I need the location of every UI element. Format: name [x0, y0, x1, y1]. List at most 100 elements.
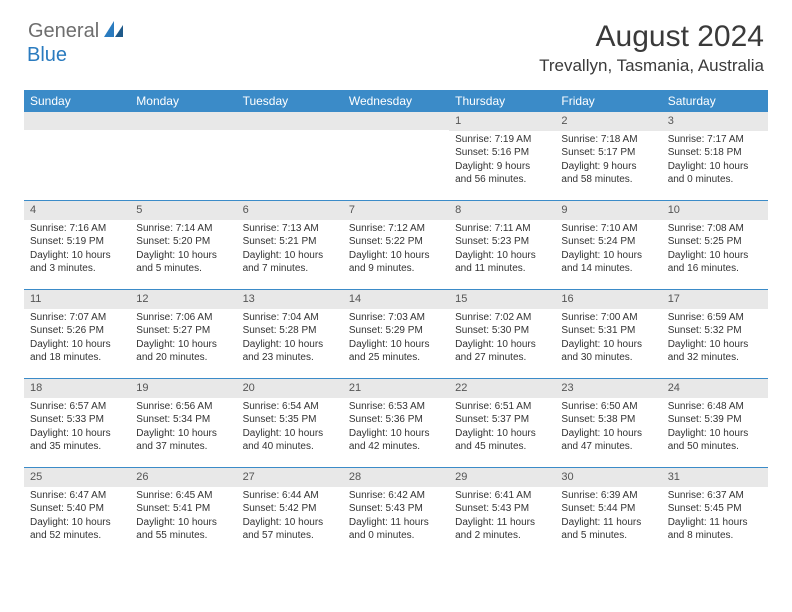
daylight-text: Daylight: 10 hours and 14 minutes. — [561, 249, 655, 276]
calendar-cell: 26Sunrise: 6:45 AMSunset: 5:41 PMDayligh… — [130, 468, 236, 556]
day-number: 8 — [449, 201, 555, 220]
sunrise-text: Sunrise: 7:17 AM — [668, 133, 762, 147]
sunset-text: Sunset: 5:40 PM — [30, 502, 124, 516]
day-number: 9 — [555, 201, 661, 220]
sunset-text: Sunset: 5:42 PM — [243, 502, 337, 516]
daylight-text: Daylight: 10 hours and 42 minutes. — [349, 427, 443, 454]
daylight-text: Daylight: 11 hours and 8 minutes. — [668, 516, 762, 543]
weekday-thu: Thursday — [449, 90, 555, 112]
cell-body: Sunrise: 6:39 AMSunset: 5:44 PMDaylight:… — [555, 487, 661, 547]
day-number: 10 — [662, 201, 768, 220]
daylight-text: Daylight: 11 hours and 2 minutes. — [455, 516, 549, 543]
weekday-tue: Tuesday — [237, 90, 343, 112]
daylight-text: Daylight: 10 hours and 52 minutes. — [30, 516, 124, 543]
calendar-cell: 11Sunrise: 7:07 AMSunset: 5:26 PMDayligh… — [24, 290, 130, 378]
sunset-text: Sunset: 5:16 PM — [455, 146, 549, 160]
sunrise-text: Sunrise: 6:50 AM — [561, 400, 655, 414]
cell-body: Sunrise: 6:54 AMSunset: 5:35 PMDaylight:… — [237, 398, 343, 458]
calendar-cell: 6Sunrise: 7:13 AMSunset: 5:21 PMDaylight… — [237, 201, 343, 289]
day-number: 28 — [343, 468, 449, 487]
day-number — [24, 112, 130, 130]
daylight-text: Daylight: 11 hours and 5 minutes. — [561, 516, 655, 543]
daylight-text: Daylight: 10 hours and 27 minutes. — [455, 338, 549, 365]
day-number: 16 — [555, 290, 661, 309]
cell-body: Sunrise: 6:44 AMSunset: 5:42 PMDaylight:… — [237, 487, 343, 547]
calendar-cell: 27Sunrise: 6:44 AMSunset: 5:42 PMDayligh… — [237, 468, 343, 556]
calendar-cell — [237, 112, 343, 200]
day-number: 22 — [449, 379, 555, 398]
weekday-sat: Saturday — [662, 90, 768, 112]
sunrise-text: Sunrise: 6:53 AM — [349, 400, 443, 414]
day-number: 15 — [449, 290, 555, 309]
calendar-cell: 4Sunrise: 7:16 AMSunset: 5:19 PMDaylight… — [24, 201, 130, 289]
daylight-text: Daylight: 10 hours and 50 minutes. — [668, 427, 762, 454]
sunset-text: Sunset: 5:23 PM — [455, 235, 549, 249]
sunset-text: Sunset: 5:28 PM — [243, 324, 337, 338]
calendar-cell: 2Sunrise: 7:18 AMSunset: 5:17 PMDaylight… — [555, 112, 661, 200]
calendar-cell: 21Sunrise: 6:53 AMSunset: 5:36 PMDayligh… — [343, 379, 449, 467]
calendar-cell: 24Sunrise: 6:48 AMSunset: 5:39 PMDayligh… — [662, 379, 768, 467]
cell-body: Sunrise: 7:04 AMSunset: 5:28 PMDaylight:… — [237, 309, 343, 369]
cell-body: Sunrise: 7:10 AMSunset: 5:24 PMDaylight:… — [555, 220, 661, 280]
cell-body: Sunrise: 7:18 AMSunset: 5:17 PMDaylight:… — [555, 131, 661, 191]
calendar-cell: 7Sunrise: 7:12 AMSunset: 5:22 PMDaylight… — [343, 201, 449, 289]
sunset-text: Sunset: 5:37 PM — [455, 413, 549, 427]
sunset-text: Sunset: 5:30 PM — [455, 324, 549, 338]
weekday-sun: Sunday — [24, 90, 130, 112]
cell-body: Sunrise: 6:42 AMSunset: 5:43 PMDaylight:… — [343, 487, 449, 547]
daylight-text: Daylight: 10 hours and 32 minutes. — [668, 338, 762, 365]
logo-sail-icon — [103, 20, 125, 43]
sunset-text: Sunset: 5:24 PM — [561, 235, 655, 249]
sunset-text: Sunset: 5:20 PM — [136, 235, 230, 249]
weekday-header: Sunday Monday Tuesday Wednesday Thursday… — [24, 90, 768, 112]
daylight-text: Daylight: 10 hours and 40 minutes. — [243, 427, 337, 454]
sunrise-text: Sunrise: 6:59 AM — [668, 311, 762, 325]
sunrise-text: Sunrise: 6:48 AM — [668, 400, 762, 414]
day-number: 7 — [343, 201, 449, 220]
day-number: 25 — [24, 468, 130, 487]
day-number: 13 — [237, 290, 343, 309]
day-number: 5 — [130, 201, 236, 220]
calendar-week: 1Sunrise: 7:19 AMSunset: 5:16 PMDaylight… — [24, 112, 768, 200]
daylight-text: Daylight: 10 hours and 35 minutes. — [30, 427, 124, 454]
cell-body: Sunrise: 7:03 AMSunset: 5:29 PMDaylight:… — [343, 309, 449, 369]
daylight-text: Daylight: 10 hours and 20 minutes. — [136, 338, 230, 365]
logo-text-blue: Blue — [27, 44, 67, 66]
sunset-text: Sunset: 5:33 PM — [30, 413, 124, 427]
cell-body: Sunrise: 6:48 AMSunset: 5:39 PMDaylight:… — [662, 398, 768, 458]
cell-body: Sunrise: 7:06 AMSunset: 5:27 PMDaylight:… — [130, 309, 236, 369]
daylight-text: Daylight: 10 hours and 23 minutes. — [243, 338, 337, 365]
calendar-cell: 10Sunrise: 7:08 AMSunset: 5:25 PMDayligh… — [662, 201, 768, 289]
sunset-text: Sunset: 5:32 PM — [668, 324, 762, 338]
daylight-text: Daylight: 10 hours and 47 minutes. — [561, 427, 655, 454]
cell-body: Sunrise: 7:17 AMSunset: 5:18 PMDaylight:… — [662, 131, 768, 191]
calendar-cell: 28Sunrise: 6:42 AMSunset: 5:43 PMDayligh… — [343, 468, 449, 556]
cell-body: Sunrise: 7:11 AMSunset: 5:23 PMDaylight:… — [449, 220, 555, 280]
day-number: 26 — [130, 468, 236, 487]
calendar-cell: 9Sunrise: 7:10 AMSunset: 5:24 PMDaylight… — [555, 201, 661, 289]
calendar-week: 18Sunrise: 6:57 AMSunset: 5:33 PMDayligh… — [24, 378, 768, 467]
calendar-cell: 13Sunrise: 7:04 AMSunset: 5:28 PMDayligh… — [237, 290, 343, 378]
calendar: Sunday Monday Tuesday Wednesday Thursday… — [24, 90, 768, 556]
day-number: 18 — [24, 379, 130, 398]
day-number: 21 — [343, 379, 449, 398]
day-number: 12 — [130, 290, 236, 309]
cell-body: Sunrise: 7:13 AMSunset: 5:21 PMDaylight:… — [237, 220, 343, 280]
daylight-text: Daylight: 10 hours and 55 minutes. — [136, 516, 230, 543]
sunset-text: Sunset: 5:25 PM — [668, 235, 762, 249]
calendar-cell — [343, 112, 449, 200]
calendar-cell: 15Sunrise: 7:02 AMSunset: 5:30 PMDayligh… — [449, 290, 555, 378]
sunset-text: Sunset: 5:43 PM — [349, 502, 443, 516]
day-number: 2 — [555, 112, 661, 131]
cell-body: Sunrise: 6:47 AMSunset: 5:40 PMDaylight:… — [24, 487, 130, 547]
sunset-text: Sunset: 5:38 PM — [561, 413, 655, 427]
sunset-text: Sunset: 5:39 PM — [668, 413, 762, 427]
sunrise-text: Sunrise: 6:41 AM — [455, 489, 549, 503]
daylight-text: Daylight: 10 hours and 18 minutes. — [30, 338, 124, 365]
daylight-text: Daylight: 11 hours and 0 minutes. — [349, 516, 443, 543]
cell-body: Sunrise: 7:16 AMSunset: 5:19 PMDaylight:… — [24, 220, 130, 280]
cell-body: Sunrise: 6:41 AMSunset: 5:43 PMDaylight:… — [449, 487, 555, 547]
daylight-text: Daylight: 10 hours and 7 minutes. — [243, 249, 337, 276]
cell-body: Sunrise: 7:00 AMSunset: 5:31 PMDaylight:… — [555, 309, 661, 369]
calendar-cell: 25Sunrise: 6:47 AMSunset: 5:40 PMDayligh… — [24, 468, 130, 556]
